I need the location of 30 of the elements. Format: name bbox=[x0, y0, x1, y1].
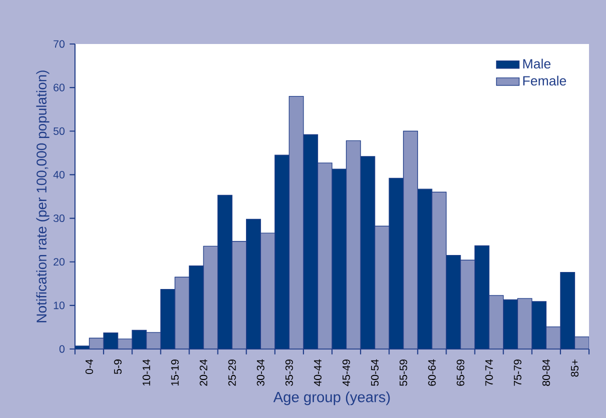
x-tick-label: 65-69 bbox=[456, 360, 464, 386]
x-tick-label: 70-74 bbox=[485, 359, 493, 386]
x-tick-label: 50-54 bbox=[371, 359, 379, 386]
x-tick-label: 0-4 bbox=[86, 359, 94, 374]
x-axis-title: Age group (years) bbox=[273, 391, 390, 406]
legend-label: Male bbox=[523, 58, 550, 69]
x-tick-label: 45-49 bbox=[342, 360, 350, 386]
y-tick-label: 30 bbox=[53, 214, 65, 222]
y-tick-label: 20 bbox=[54, 258, 65, 266]
x-tick-label: 25-29 bbox=[228, 360, 236, 386]
y-axis-title: Notification rate (per 100,000 population) bbox=[36, 70, 50, 322]
y-tick-label: 60 bbox=[54, 84, 65, 92]
x-tick-label: 10-14 bbox=[142, 359, 150, 386]
y-tick-label: 0 bbox=[59, 345, 65, 353]
x-tick-label: 30-34 bbox=[256, 359, 264, 386]
x-tick-label: 5-9 bbox=[114, 360, 122, 374]
y-tick-label: 10 bbox=[54, 302, 65, 310]
legend-label: Female bbox=[523, 76, 566, 86]
x-tick-label: 55-59 bbox=[400, 360, 408, 386]
x-tick-label: 75-79 bbox=[514, 360, 522, 386]
y-tick-label: 40 bbox=[53, 170, 65, 178]
x-tick-label: 60-64 bbox=[428, 359, 436, 386]
x-tick-label: 80-84 bbox=[542, 359, 550, 386]
y-tick-label: 50 bbox=[54, 127, 65, 135]
x-tick-label: 35-39 bbox=[285, 360, 293, 386]
x-tick-label: 20-24 bbox=[200, 359, 208, 386]
x-tick-label: 40-44 bbox=[314, 359, 322, 386]
y-tick-label: 70 bbox=[54, 40, 65, 48]
x-tick-label: 85+ bbox=[570, 360, 579, 377]
x-tick-label: 15-19 bbox=[171, 360, 179, 386]
